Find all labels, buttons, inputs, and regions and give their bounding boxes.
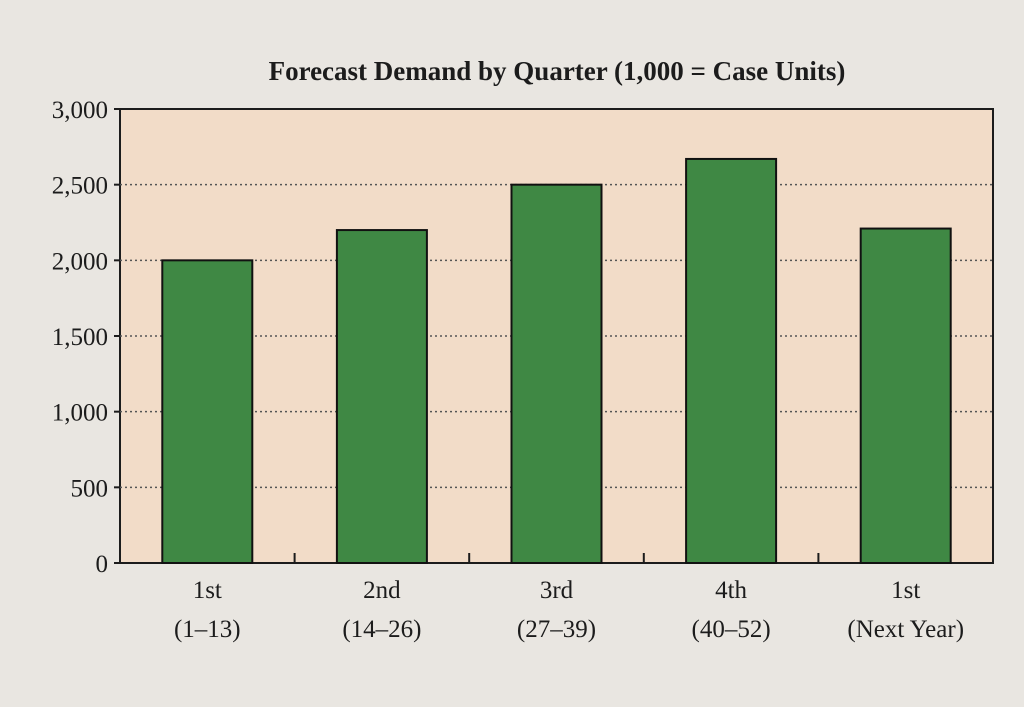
x-category-label: 2nd (363, 577, 401, 604)
bars (161, 157, 952, 565)
y-tick-label: 2,000 (52, 248, 108, 275)
bar (335, 229, 428, 564)
y-tick-label: 2,500 (52, 173, 108, 200)
y-tick-label: 3,000 (52, 97, 108, 124)
x-category-labels: 1st (1–13) 2nd (14–26) 3rd (27–39) 4th (40–52) 1… (174, 577, 964, 643)
axes (114, 108, 820, 564)
x-category-sublabel: (1–13) (174, 616, 241, 643)
x-category-label: 4th (715, 577, 747, 604)
bar (510, 183, 603, 565)
bar (859, 227, 952, 564)
y-tick-label: 1,500 (52, 324, 108, 351)
y-tick-label: 500 (71, 475, 109, 502)
y-tick-label: 1,000 (52, 400, 108, 427)
x-category-sublabel: (14–26) (342, 616, 421, 643)
x-category-sublabel: (40–52) (692, 616, 771, 643)
bar (685, 157, 778, 564)
y-tick-labels: 0 500 1,000 1,500 2,000 2,500 3,000 (52, 97, 108, 578)
x-category-label: 3rd (540, 577, 574, 604)
x-category-label: 1st (891, 577, 920, 604)
x-category-sublabel: (27–39) (517, 616, 596, 643)
x-category-label: 1st (193, 577, 222, 604)
bar (161, 259, 254, 564)
chart-title: Forecast Demand by Quarter (1,000 = Case… (269, 56, 846, 86)
x-category-sublabel: (Next Year) (847, 616, 964, 643)
y-tick-label: 0 (96, 551, 109, 578)
